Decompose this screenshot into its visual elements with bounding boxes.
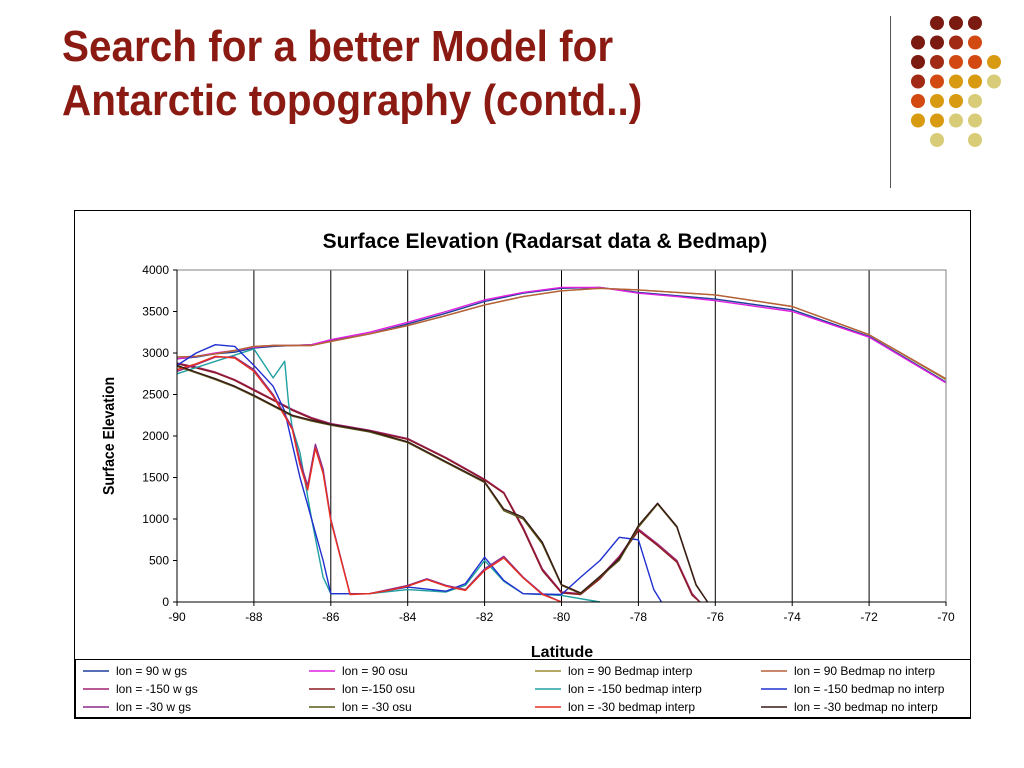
- legend-entry: lon = 90 Bedmap interp: [568, 664, 693, 678]
- y-tick-label: 4000: [142, 263, 169, 277]
- decorative-dot: [987, 74, 1001, 89]
- decorative-dot: [968, 113, 982, 128]
- y-tick-label: 1000: [142, 512, 169, 526]
- decorative-dot: [930, 133, 944, 147]
- x-tick-label: -90: [168, 610, 186, 624]
- x-tick-label: -86: [322, 610, 340, 624]
- legend-entry: lon =-150 osu: [342, 682, 415, 696]
- chart-legend: lon = 90 w gs lon = 90 osu lon = 90 Bedmap…: [75, 659, 970, 718]
- legend-entry: lon = -30 bedmap interp: [568, 700, 695, 714]
- y-tick-label: 3000: [142, 346, 169, 360]
- decorative-dot: [930, 113, 944, 128]
- legend-entry: lon = -30 bedmap no interp: [794, 700, 938, 714]
- legend-entry: lon = 90 osu: [342, 664, 408, 678]
- legend-entry: lon = -150 bedmap interp: [568, 682, 702, 696]
- chart-title: Surface Elevation (Radarsat data & Bedma…: [323, 230, 768, 253]
- y-tick-label: 500: [149, 554, 169, 568]
- decorative-dot: [930, 16, 944, 30]
- x-tick-label: -70: [937, 610, 955, 624]
- x-tick-label: -76: [707, 610, 725, 624]
- x-tick-label: -88: [245, 610, 263, 624]
- series-line: [176, 348, 601, 603]
- x-tick-label: -80: [553, 610, 571, 624]
- legend-entry: lon = -30 w gs: [116, 700, 191, 714]
- decorative-dot: [949, 55, 963, 69]
- x-tick-label: -74: [784, 610, 802, 624]
- decorative-dot: [949, 35, 963, 50]
- legend-entry: lon = 90 w gs: [116, 664, 187, 678]
- series-line: [176, 287, 947, 380]
- series-line: [176, 286, 947, 383]
- decorative-dot: [968, 35, 982, 50]
- series-line: [176, 364, 709, 603]
- decorative-dot: [930, 74, 944, 89]
- title-divider: [890, 16, 891, 188]
- y-tick-label: 1500: [142, 471, 169, 485]
- y-tick-label: 2500: [142, 388, 169, 402]
- decorative-dot: [930, 35, 944, 50]
- legend-entry: lon = 90 Bedmap no interp: [794, 664, 935, 678]
- decorative-dot: [949, 16, 963, 30]
- y-tick-label: 2000: [142, 429, 169, 443]
- chart-frame: -90 -88 -86 -84 -82 -80 -78 -76 -74 -72 -70 0 500 100…: [74, 210, 971, 719]
- decorative-dot: [968, 74, 982, 89]
- decorative-dot: [911, 113, 925, 128]
- decorative-dot: [968, 133, 982, 147]
- series-line: [176, 365, 709, 603]
- decorative-dot: [911, 74, 925, 89]
- series-line: [176, 356, 562, 603]
- x-tick-label: -72: [860, 610, 878, 624]
- decorative-dot: [968, 55, 982, 69]
- legend-entry: lon = -30 osu: [342, 700, 412, 714]
- x-tick-label: -82: [476, 610, 494, 624]
- slide-title: Search for a better Model for Antarctic …: [62, 22, 643, 125]
- surface-elevation-chart: -90 -88 -86 -84 -82 -80 -78 -76 -74 -72 -70 0 500 100…: [75, 230, 970, 718]
- decorative-dot: [911, 55, 925, 69]
- decorative-dot: [949, 94, 963, 108]
- legend-entry: lon = -150 w gs: [116, 682, 198, 696]
- series-line: [176, 355, 562, 603]
- series-line: [176, 363, 701, 603]
- x-axis-title: Latitude: [531, 644, 593, 661]
- decorative-dot: [968, 16, 982, 30]
- x-tick-label: -84: [399, 610, 417, 624]
- series-line: [176, 362, 701, 603]
- y-axis-title: Surface Elevation: [100, 377, 118, 495]
- y-tick-label: 0: [162, 595, 169, 609]
- decorative-dot: [949, 113, 963, 128]
- decorative-dot: [949, 74, 963, 89]
- x-tick-label: -78: [630, 610, 648, 624]
- decorative-dot: [930, 94, 944, 108]
- decorative-dot-grid: [911, 16, 1001, 147]
- legend-box: [75, 659, 970, 718]
- decorative-dot: [911, 94, 925, 108]
- decorative-dot: [930, 55, 944, 69]
- decorative-dot: [987, 55, 1001, 69]
- y-tick-label: 3500: [142, 305, 169, 319]
- decorative-dot: [911, 35, 925, 50]
- decorative-dot: [968, 94, 982, 108]
- legend-entry: lon = -150 bedmap no interp: [794, 682, 945, 696]
- series-line: [176, 343, 663, 603]
